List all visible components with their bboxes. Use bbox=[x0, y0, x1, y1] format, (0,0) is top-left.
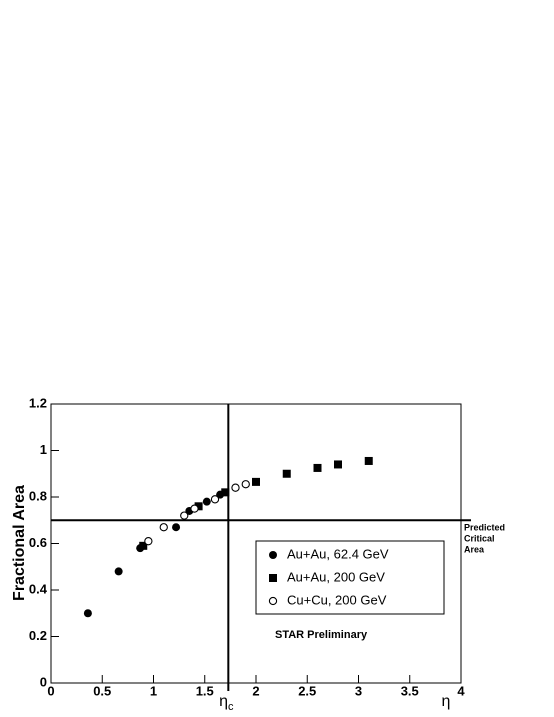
data-point bbox=[221, 488, 230, 497]
data-point bbox=[172, 523, 181, 532]
x-tick-label: 1 bbox=[150, 683, 157, 698]
legend-marker bbox=[269, 551, 277, 559]
x-tick-label: 0.5 bbox=[93, 683, 111, 698]
data-point bbox=[114, 567, 123, 576]
data-point bbox=[144, 537, 153, 546]
x-tick-label: 2 bbox=[252, 683, 259, 698]
critical-area-label: Critical bbox=[464, 534, 495, 544]
critical-eta-label: ηc bbox=[219, 693, 234, 713]
legend-label: Cu+Cu, 200 GeV bbox=[287, 592, 387, 607]
data-point bbox=[334, 460, 342, 469]
data-point bbox=[159, 523, 168, 532]
x-tick-label: 1.5 bbox=[196, 683, 214, 698]
y-tick-label: 0.4 bbox=[29, 581, 48, 596]
annotation: STAR Preliminary bbox=[275, 629, 368, 641]
y-tick-label: 0 bbox=[40, 674, 47, 689]
x-tick-label: 3.5 bbox=[401, 683, 419, 698]
data-point bbox=[180, 511, 189, 520]
legend-label: Au+Au, 200 GeV bbox=[287, 569, 385, 584]
x-axis-label: η bbox=[442, 693, 451, 710]
data-point bbox=[241, 480, 250, 489]
legend-marker bbox=[269, 574, 277, 582]
legend-marker bbox=[268, 596, 278, 606]
legend-box bbox=[255, 540, 445, 615]
data-point bbox=[202, 497, 211, 506]
y-axis-label: Fractional Area bbox=[11, 485, 28, 601]
critical-area-label: Predicted bbox=[464, 523, 505, 533]
y-tick-label: 0.8 bbox=[29, 488, 47, 503]
data-point bbox=[139, 541, 148, 550]
x-tick-label: 3 bbox=[355, 683, 362, 698]
critical-area-label: Area bbox=[464, 545, 485, 555]
y-tick-label: 0.2 bbox=[29, 628, 47, 643]
data-point bbox=[282, 469, 291, 478]
y-tick-label: 1.2 bbox=[29, 395, 47, 410]
x-tick-label: 4 bbox=[457, 683, 465, 698]
data-point bbox=[364, 456, 373, 465]
data-point bbox=[210, 495, 220, 504]
data-point bbox=[190, 504, 199, 513]
data-point bbox=[313, 463, 322, 472]
data-point bbox=[252, 477, 260, 486]
y-tick-label: 0.6 bbox=[29, 535, 47, 550]
eta-subscript: c bbox=[228, 701, 234, 713]
legend-label: Au+Au, 62.4 GeV bbox=[287, 546, 389, 561]
y-tick-label: 1 bbox=[40, 442, 47, 457]
eta-symbol: η bbox=[219, 693, 228, 710]
x-tick-label: 0 bbox=[47, 683, 54, 698]
data-point bbox=[231, 483, 240, 492]
data-point bbox=[83, 609, 92, 618]
data-point bbox=[194, 502, 203, 511]
x-tick-label: 2.5 bbox=[298, 683, 316, 698]
